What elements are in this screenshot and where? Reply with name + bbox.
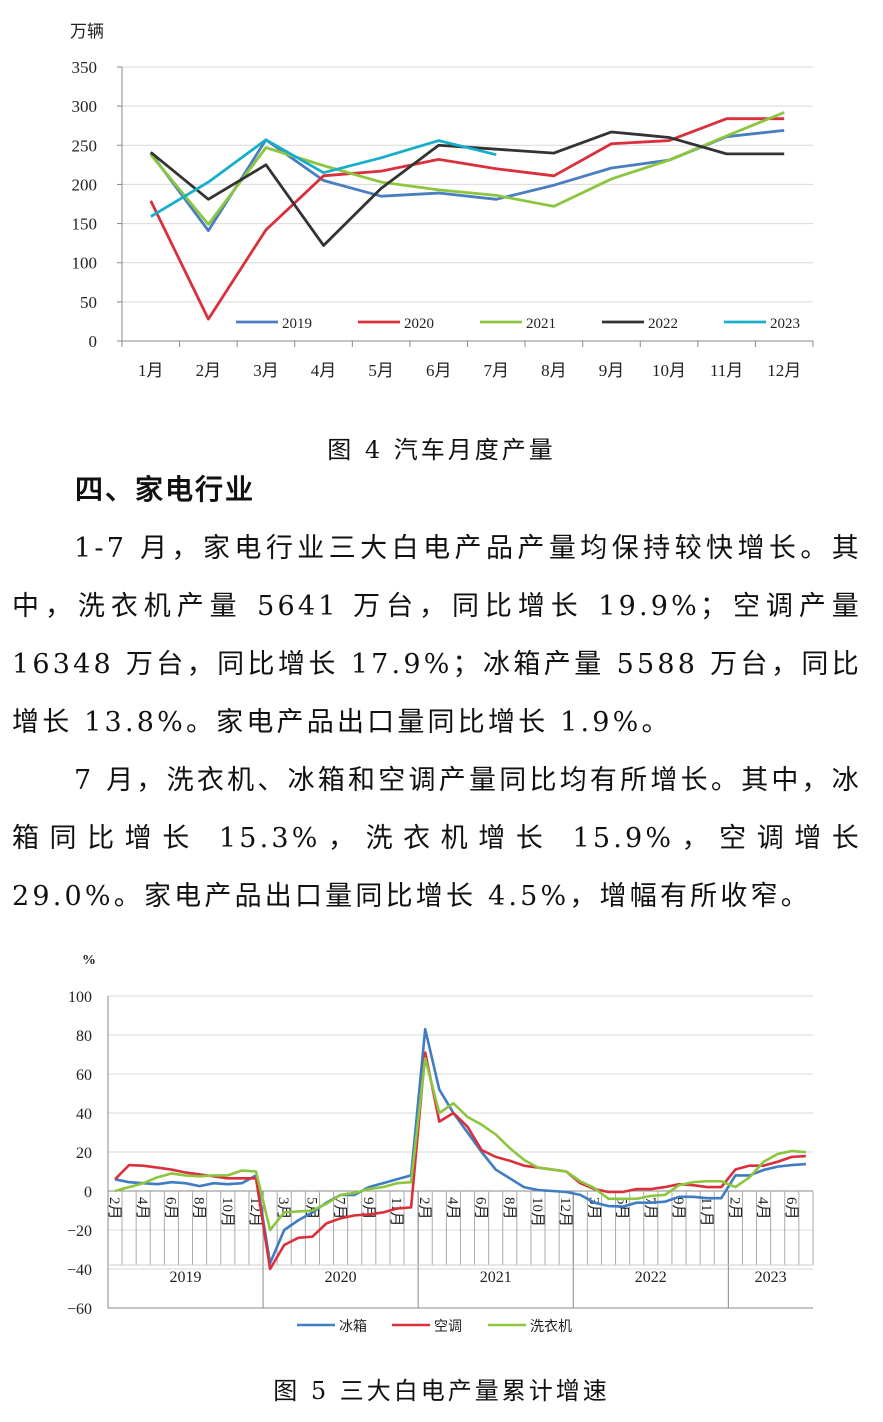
y-tick-label: 60 <box>76 1067 92 1084</box>
paragraph-2: 7 月，洗衣机、冰箱和空调产量同比均有所增长。其中，冰箱同比增长 15.3%，洗… <box>12 765 862 912</box>
series-line-2020 <box>149 117 785 321</box>
legend-label: 2021 <box>526 316 556 332</box>
x-tick-label: 5月 <box>368 361 394 380</box>
year-label: 2019 <box>170 1269 202 1286</box>
month-tick-label: 9月 <box>670 1197 686 1220</box>
month-tick-label: 7月 <box>642 1197 658 1220</box>
month-tick-label: 2月 <box>416 1197 432 1220</box>
month-tick-label: 8月 <box>501 1197 517 1220</box>
y-tick-label: 0 <box>89 332 98 351</box>
legend-label: 2022 <box>648 316 678 332</box>
month-tick-label: 6月 <box>162 1197 178 1220</box>
month-tick-label: 6月 <box>783 1197 799 1220</box>
month-tick-label: 5月 <box>614 1197 630 1220</box>
month-tick-label: 4月 <box>444 1197 460 1220</box>
y-tick-label: −20 <box>67 1223 92 1240</box>
x-tick-label: 7月 <box>484 361 510 380</box>
series-line-空调 <box>114 1051 806 1271</box>
x-tick-label: 4月 <box>311 361 337 380</box>
legend-label: 洗衣机 <box>530 1319 572 1335</box>
y-tick-label: 200 <box>72 175 98 194</box>
month-tick-label: 4月 <box>755 1197 771 1220</box>
series-line-洗衣机 <box>114 1057 807 1232</box>
y-tick-label: −60 <box>67 1301 92 1318</box>
series-line-2021 <box>149 111 785 226</box>
legend-label: 2019 <box>282 316 312 332</box>
x-tick-label: 1月 <box>138 361 164 380</box>
y-tick-label: 80 <box>76 1028 92 1045</box>
x-tick-label: 11月 <box>710 361 743 380</box>
series-line-2023 <box>150 138 497 218</box>
month-tick-label: 10月 <box>219 1197 235 1227</box>
month-tick-label: 6月 <box>473 1197 489 1220</box>
year-label: 2023 <box>755 1269 787 1286</box>
legend-label: 冰箱 <box>339 1319 367 1335</box>
y-tick-label: 0 <box>84 1184 92 1201</box>
month-tick-label: 10月 <box>529 1197 545 1227</box>
y-axis-label: 万辆 <box>70 22 104 41</box>
month-tick-label: 2月 <box>106 1197 122 1220</box>
x-tick-label: 6月 <box>426 361 452 380</box>
section-heading: 四、家电行业 <box>75 473 256 506</box>
vehicle-monthly-output-chart: 0 50 100 150 200 250 300 350 万辆 1月 2月 3月 4月 5月 6月 7月 8月 9… <box>70 22 814 380</box>
x-tick-label: 2月 <box>196 361 222 380</box>
section-body: 1-7 月，家电行业三大白电产品产量均保持较快增长。其中，洗衣机产量 5641 … <box>12 520 862 926</box>
legend-label: 2020 <box>404 316 434 332</box>
month-tick-label: 4月 <box>134 1197 150 1220</box>
month-tick-label: 11月 <box>698 1197 714 1226</box>
legend-label: 2023 <box>770 316 800 332</box>
appliance-growth-chart: −60 −40 −20 0 20 40 60 80 100% 2月 4月 6月 8月 10月 12月 2019… <box>67 953 814 1335</box>
x-tick-label: 12月 <box>767 361 801 380</box>
month-tick-label: 3月 <box>275 1197 291 1220</box>
month-tick-label: 2月 <box>726 1197 742 1220</box>
y-axis-label: % <box>82 953 96 968</box>
figure-4-caption: 图 4 汽车月度产量 <box>327 436 556 464</box>
legend-label: 空调 <box>434 1319 462 1335</box>
x-tick-label: 9月 <box>599 361 625 380</box>
month-tick-label: 7月 <box>332 1197 348 1220</box>
y-tick-label: 300 <box>72 97 98 116</box>
x-tick-label: 8月 <box>541 361 567 380</box>
figure-5-caption: 图 5 三大白电产量累计增速 <box>273 1377 610 1405</box>
x-tick-label: 3月 <box>253 361 279 380</box>
y-tick-label: 250 <box>72 136 98 155</box>
y-tick-label: 40 <box>76 1106 92 1123</box>
y-tick-label: 100 <box>68 989 92 1006</box>
y-tick-label: 20 <box>76 1145 92 1162</box>
y-tick-label: 50 <box>80 293 97 312</box>
x-tick-label: 10月 <box>652 361 686 380</box>
month-tick-label: 8月 <box>191 1197 207 1220</box>
y-tick-label: 150 <box>72 215 98 234</box>
year-label: 2022 <box>635 1269 667 1286</box>
y-tick-label: 350 <box>72 58 98 77</box>
month-tick-label: 12月 <box>557 1197 573 1227</box>
y-tick-label: 100 <box>72 254 98 273</box>
year-label: 2020 <box>325 1269 357 1286</box>
year-label: 2021 <box>480 1269 512 1286</box>
series-line-冰箱 <box>114 1027 806 1265</box>
paragraph-1: 1-7 月，家电行业三大白电产品产量均保持较快增长。其中，洗衣机产量 5641 … <box>12 533 862 738</box>
month-tick-label: 11月 <box>388 1197 404 1226</box>
y-tick-label: −40 <box>67 1262 92 1279</box>
